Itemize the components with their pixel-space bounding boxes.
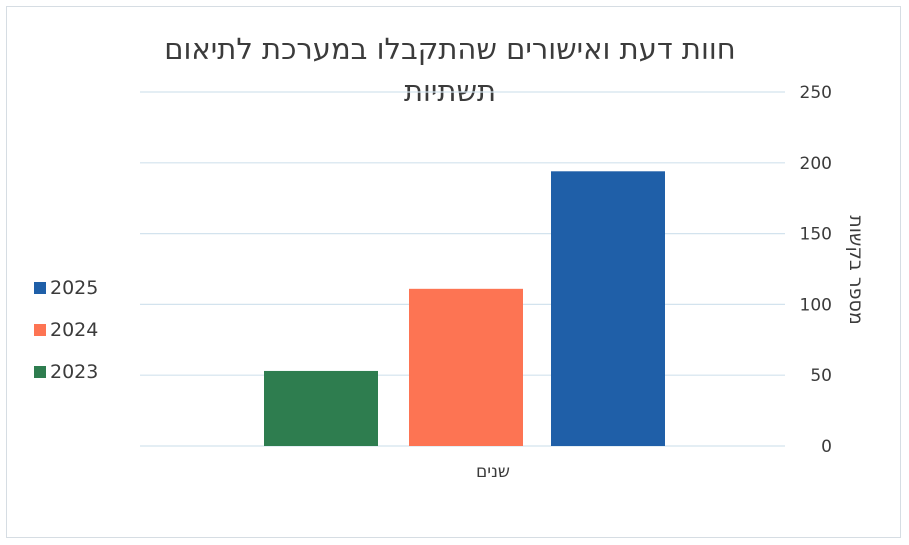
legend-item-2024: 2024 <box>34 318 98 342</box>
bar-2024 <box>409 288 523 446</box>
x-axis-title: שנים <box>476 462 510 482</box>
y-tick-label: 200 <box>800 154 832 174</box>
y-axis-title: מספר בקשות <box>845 215 867 325</box>
legend-label: 2024 <box>50 319 99 341</box>
bar-2025 <box>551 171 665 446</box>
y-tick-label: 250 <box>800 83 832 103</box>
legend-swatch <box>34 366 46 378</box>
chart-legend: 2025 2024 2023 <box>34 276 98 384</box>
bar-2023 <box>264 370 378 446</box>
chart-title: חוות דעת ואישורים שהתקבלו במערכת לתיאום … <box>164 32 736 108</box>
y-tick-label: 0 <box>821 437 832 457</box>
legend-label: 2023 <box>50 361 99 383</box>
legend-label: 2025 <box>50 277 99 299</box>
legend-item-2023: 2023 <box>34 360 98 384</box>
legend-swatch <box>34 282 46 294</box>
legend-item-2025: 2025 <box>34 276 98 300</box>
legend-swatch <box>34 324 46 336</box>
y-tick-label: 150 <box>800 225 832 245</box>
y-tick-label: 100 <box>800 295 832 315</box>
chart-frame <box>6 6 901 538</box>
y-tick-label: 50 <box>810 366 832 386</box>
